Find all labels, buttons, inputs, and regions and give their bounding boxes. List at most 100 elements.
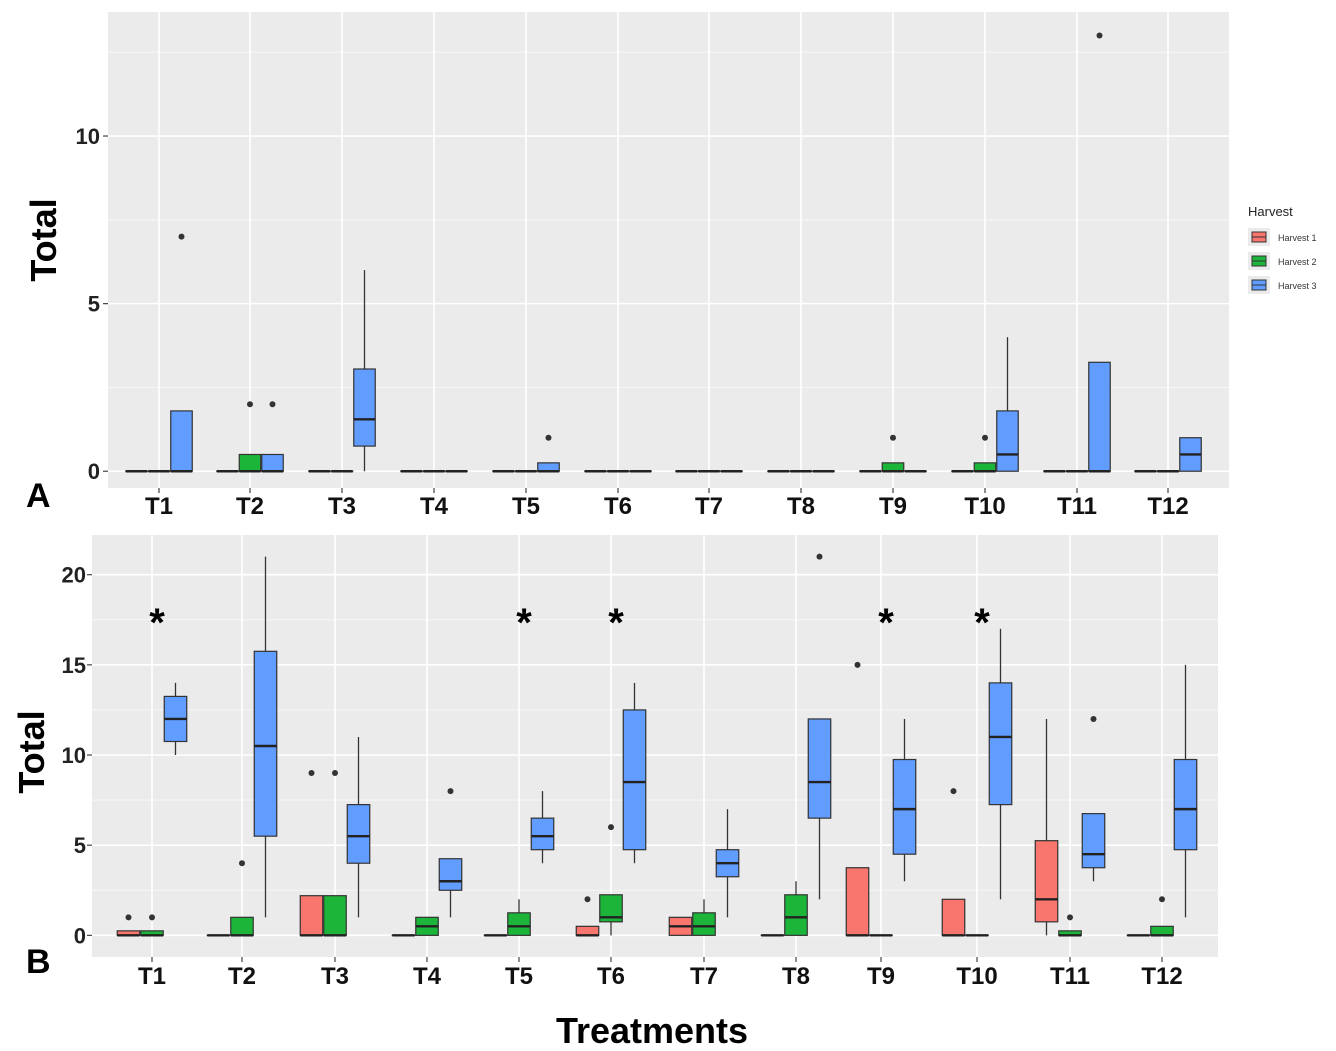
- box-body: [881, 462, 905, 472]
- panel-b-x-tick-label-t8: T8: [782, 963, 810, 990]
- panel-b-box-t12-harvest-2: [1150, 896, 1174, 937]
- box-body: [692, 912, 716, 936]
- outlier-point: [308, 770, 315, 777]
- panel-b-x-tick-label-t10: T10: [956, 963, 997, 990]
- panel-b-x-tick-label-t1: T1: [138, 963, 166, 990]
- panel-a-box-t11-harvest-3: [1088, 32, 1111, 473]
- outlier-point: [247, 401, 253, 408]
- panel-b-box-t4-harvest-2: [415, 916, 439, 936]
- panel-a-y-tick-label: 5: [88, 292, 100, 317]
- panel-b-box-t3-harvest-3: [346, 736, 371, 918]
- panel-a-box-t10-harvest-3: [996, 337, 1019, 472]
- panel-b-box-t2-harvest-3: [253, 556, 278, 918]
- panel-b-x-tick-label-t5: T5: [505, 963, 533, 990]
- panel-b-box-t7-harvest-1: [668, 916, 693, 936]
- box-body: [845, 867, 870, 936]
- panel-b-box-t7-harvest-2: [692, 899, 716, 936]
- panel-b-box-t6-harvest-3: [622, 682, 647, 864]
- panel-b-y-title: Total: [11, 710, 52, 793]
- panel-a-x-tick-label-t5: T5: [512, 493, 540, 520]
- legend-item-harvest-1: Harvest 1: [1248, 228, 1317, 246]
- box-body: [299, 895, 324, 936]
- panel-b-significance-star: *: [149, 601, 165, 645]
- panel-b-significance-star: *: [974, 601, 990, 645]
- box-body: [170, 410, 193, 472]
- panel-b-y-tick-label: 5: [74, 833, 86, 858]
- box-body: [323, 895, 347, 936]
- panel-b-box-t3-harvest-2: [323, 770, 347, 937]
- panel-a-x-tick-label-t6: T6: [604, 493, 632, 520]
- legend-item-harvest-3: Harvest 3: [1248, 276, 1317, 294]
- box-body: [996, 410, 1019, 472]
- box-body: [784, 894, 808, 936]
- outlier-point: [178, 233, 185, 240]
- legend-label: Harvest 1: [1278, 233, 1317, 243]
- panel-b-x-tick-label-t2: T2: [228, 963, 256, 990]
- panel-b-box-t12-harvest-3: [1173, 664, 1198, 918]
- panel-b-box-t1-harvest-2: [140, 914, 164, 937]
- panel-b-x-tick-label-t4: T4: [413, 963, 442, 990]
- panel-b-box-t7-harvest-3: [715, 809, 740, 918]
- legend-label: Harvest 3: [1278, 281, 1317, 291]
- outlier-point: [950, 788, 957, 795]
- outlier-point: [1090, 715, 1097, 722]
- box-body: [438, 858, 463, 891]
- panel-a-box-t2-harvest-2: [238, 401, 262, 473]
- panel-b-y-tick-label: 20: [62, 563, 86, 588]
- panel-b-x-tick-label-t7: T7: [690, 963, 718, 990]
- box-body: [575, 925, 600, 936]
- panel-b-box-t5-harvest-2: [507, 899, 531, 936]
- panel-b-letter: B: [26, 943, 51, 981]
- outlier-point: [982, 434, 988, 441]
- panel-a-grid: [108, 12, 1229, 488]
- panel-a-box-t1-harvest-3: [170, 233, 193, 473]
- panel-a-x-tick-label-t8: T8: [787, 493, 815, 520]
- panel-b-annotations: * * * * *: [149, 601, 990, 645]
- outlier-point: [269, 401, 276, 408]
- panel-b-box-t1-harvest-3: [163, 682, 188, 756]
- panel-b-background: [92, 535, 1218, 957]
- x-axis-title: Treatments: [556, 1010, 748, 1051]
- panel-b-box-t11-harvest-2: [1058, 914, 1082, 937]
- panel-a-x-ticks: T1 T2 T3 T4 T5 T6 T7 T8 T9 T10 T11 T12: [145, 488, 1189, 520]
- legend-label: Harvest 2: [1278, 257, 1317, 267]
- outlier-point: [608, 824, 614, 831]
- panel-a-box-t12-harvest-3: [1179, 437, 1202, 472]
- panel-b-box-t10-harvest-1: [941, 788, 966, 937]
- box-body: [941, 898, 966, 936]
- panel-b-box-t11-harvest-1: [1034, 718, 1059, 936]
- outlier-point: [149, 914, 155, 921]
- panel-b-box-t11-harvest-3: [1081, 715, 1106, 882]
- panel-b-box-t1-harvest-1: [116, 914, 141, 937]
- box-body: [807, 718, 832, 819]
- outlier-point: [1159, 896, 1165, 903]
- box-body: [973, 462, 997, 472]
- panel-a-box-t5-harvest-3: [537, 434, 560, 473]
- panel-a-y-tick-label: 10: [76, 124, 100, 149]
- box-body: [230, 916, 254, 936]
- panel-a-x-tick-label-t2: T2: [236, 493, 264, 520]
- panel-b-y-tick-label: 15: [62, 653, 86, 678]
- panel-a-y-tick-label: 0: [88, 459, 100, 484]
- panel-b-box-t6-harvest-2: [599, 824, 623, 936]
- box-body: [892, 758, 917, 855]
- outlier-point: [447, 788, 454, 795]
- panel-b-x-tick-label-t11: T11: [1050, 963, 1090, 990]
- panel-b-significance-star: *: [516, 601, 532, 645]
- panel-a-box-t3-harvest-3: [353, 270, 376, 472]
- panel-a-x-tick-label-t3: T3: [328, 493, 356, 520]
- outlier-point: [1096, 32, 1103, 39]
- panel-a-box-t2-harvest-3: [261, 401, 284, 473]
- outlier-point: [239, 860, 245, 867]
- panel-b-y-tick-label: 10: [62, 743, 86, 768]
- outlier-point: [816, 553, 823, 560]
- panel-b-x-tick-label-t3: T3: [321, 963, 349, 990]
- box-body: [988, 682, 1013, 806]
- panel-b-box-t8-harvest-2: [784, 881, 808, 936]
- panel-a-box-t10-harvest-2: [973, 434, 997, 473]
- panel-a-x-tick-label-t9: T9: [879, 493, 907, 520]
- outlier-point: [1067, 914, 1073, 921]
- panel-b-significance-star: *: [608, 601, 624, 645]
